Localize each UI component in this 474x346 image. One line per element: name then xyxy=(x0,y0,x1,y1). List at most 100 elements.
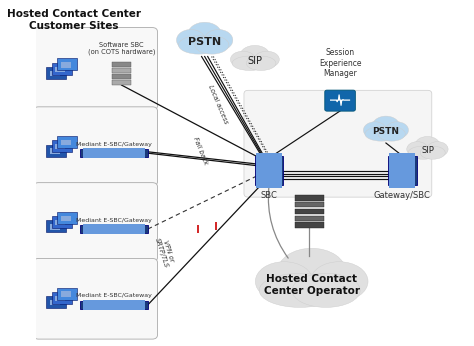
FancyBboxPatch shape xyxy=(52,140,72,152)
FancyBboxPatch shape xyxy=(83,303,145,308)
FancyBboxPatch shape xyxy=(295,216,324,221)
FancyBboxPatch shape xyxy=(389,157,415,174)
Ellipse shape xyxy=(420,146,445,159)
FancyBboxPatch shape xyxy=(256,172,282,188)
FancyBboxPatch shape xyxy=(389,172,415,188)
FancyBboxPatch shape xyxy=(83,153,145,158)
Text: SIP: SIP xyxy=(247,56,263,66)
Ellipse shape xyxy=(407,142,428,157)
FancyBboxPatch shape xyxy=(57,136,77,148)
Text: VPN or
SRTP/TLS: VPN or SRTP/TLS xyxy=(155,235,176,269)
FancyBboxPatch shape xyxy=(325,90,356,111)
FancyBboxPatch shape xyxy=(33,258,157,339)
FancyBboxPatch shape xyxy=(256,157,282,174)
FancyBboxPatch shape xyxy=(55,144,65,149)
FancyBboxPatch shape xyxy=(83,148,145,153)
FancyBboxPatch shape xyxy=(52,292,72,304)
Ellipse shape xyxy=(230,51,255,68)
Ellipse shape xyxy=(378,127,405,141)
Ellipse shape xyxy=(408,146,438,159)
Ellipse shape xyxy=(255,262,313,301)
FancyBboxPatch shape xyxy=(50,148,60,154)
Text: SIP: SIP xyxy=(421,146,434,155)
FancyBboxPatch shape xyxy=(52,63,72,75)
FancyBboxPatch shape xyxy=(83,224,145,229)
Ellipse shape xyxy=(292,273,360,307)
Text: Gateway/SBC: Gateway/SBC xyxy=(374,191,431,200)
FancyBboxPatch shape xyxy=(112,80,131,85)
FancyBboxPatch shape xyxy=(256,162,282,179)
FancyBboxPatch shape xyxy=(57,288,77,300)
FancyBboxPatch shape xyxy=(295,222,324,228)
Ellipse shape xyxy=(385,122,409,138)
Text: PSTN: PSTN xyxy=(373,127,400,136)
FancyBboxPatch shape xyxy=(112,68,131,73)
FancyBboxPatch shape xyxy=(112,62,131,67)
FancyBboxPatch shape xyxy=(57,212,77,224)
FancyBboxPatch shape xyxy=(295,195,324,201)
FancyBboxPatch shape xyxy=(55,296,65,301)
Text: SBC: SBC xyxy=(261,191,277,200)
Ellipse shape xyxy=(232,56,267,71)
FancyBboxPatch shape xyxy=(255,156,283,185)
Ellipse shape xyxy=(364,122,386,138)
Text: Mediant E-SBC/Gateway: Mediant E-SBC/Gateway xyxy=(76,142,152,147)
Ellipse shape xyxy=(246,56,276,71)
FancyBboxPatch shape xyxy=(389,162,415,179)
Text: PSTN: PSTN xyxy=(188,37,221,47)
FancyBboxPatch shape xyxy=(33,107,157,186)
FancyBboxPatch shape xyxy=(83,229,145,234)
FancyBboxPatch shape xyxy=(80,149,148,157)
FancyBboxPatch shape xyxy=(46,145,66,157)
Text: Fall back: Fall back xyxy=(192,136,209,165)
FancyBboxPatch shape xyxy=(295,202,324,208)
FancyBboxPatch shape xyxy=(295,209,324,215)
Ellipse shape xyxy=(195,36,229,54)
FancyBboxPatch shape xyxy=(83,226,145,230)
FancyBboxPatch shape xyxy=(61,140,71,145)
FancyBboxPatch shape xyxy=(61,291,71,297)
FancyBboxPatch shape xyxy=(83,152,145,156)
FancyBboxPatch shape xyxy=(83,150,145,155)
FancyBboxPatch shape xyxy=(389,153,415,169)
FancyBboxPatch shape xyxy=(61,216,71,221)
FancyBboxPatch shape xyxy=(83,305,145,310)
Ellipse shape xyxy=(255,51,279,68)
FancyBboxPatch shape xyxy=(256,153,282,169)
FancyBboxPatch shape xyxy=(33,28,157,110)
FancyBboxPatch shape xyxy=(61,62,71,67)
FancyBboxPatch shape xyxy=(46,296,66,308)
Text: Mediant E-SBC/Gateway: Mediant E-SBC/Gateway xyxy=(76,293,152,299)
Ellipse shape xyxy=(415,136,440,154)
FancyBboxPatch shape xyxy=(57,58,77,70)
Ellipse shape xyxy=(427,142,448,157)
Ellipse shape xyxy=(278,248,346,295)
FancyBboxPatch shape xyxy=(256,167,282,183)
Ellipse shape xyxy=(310,262,368,301)
FancyBboxPatch shape xyxy=(80,225,148,233)
FancyBboxPatch shape xyxy=(112,74,131,79)
FancyBboxPatch shape xyxy=(50,224,60,230)
FancyBboxPatch shape xyxy=(244,90,432,197)
Text: Mediant E-SBC/Gateway: Mediant E-SBC/Gateway xyxy=(76,218,152,222)
Text: Local access: Local access xyxy=(207,84,228,125)
FancyBboxPatch shape xyxy=(46,67,66,79)
FancyBboxPatch shape xyxy=(55,220,65,225)
FancyBboxPatch shape xyxy=(83,300,145,304)
FancyBboxPatch shape xyxy=(52,216,72,228)
Text: Hosted Contact
Center Operator: Hosted Contact Center Operator xyxy=(264,274,360,296)
Ellipse shape xyxy=(259,273,340,307)
FancyBboxPatch shape xyxy=(388,156,417,185)
FancyBboxPatch shape xyxy=(55,66,65,72)
Ellipse shape xyxy=(204,29,233,51)
FancyBboxPatch shape xyxy=(50,71,60,76)
Text: Software SBC
(on COTS hardware): Software SBC (on COTS hardware) xyxy=(88,42,155,55)
FancyBboxPatch shape xyxy=(83,227,145,232)
Ellipse shape xyxy=(365,127,398,141)
FancyBboxPatch shape xyxy=(83,302,145,306)
Ellipse shape xyxy=(176,29,205,51)
FancyBboxPatch shape xyxy=(46,220,66,233)
Text: Hosted Contact Center
Customer Sites: Hosted Contact Center Customer Sites xyxy=(7,9,141,31)
Ellipse shape xyxy=(240,45,270,65)
FancyBboxPatch shape xyxy=(50,300,60,306)
